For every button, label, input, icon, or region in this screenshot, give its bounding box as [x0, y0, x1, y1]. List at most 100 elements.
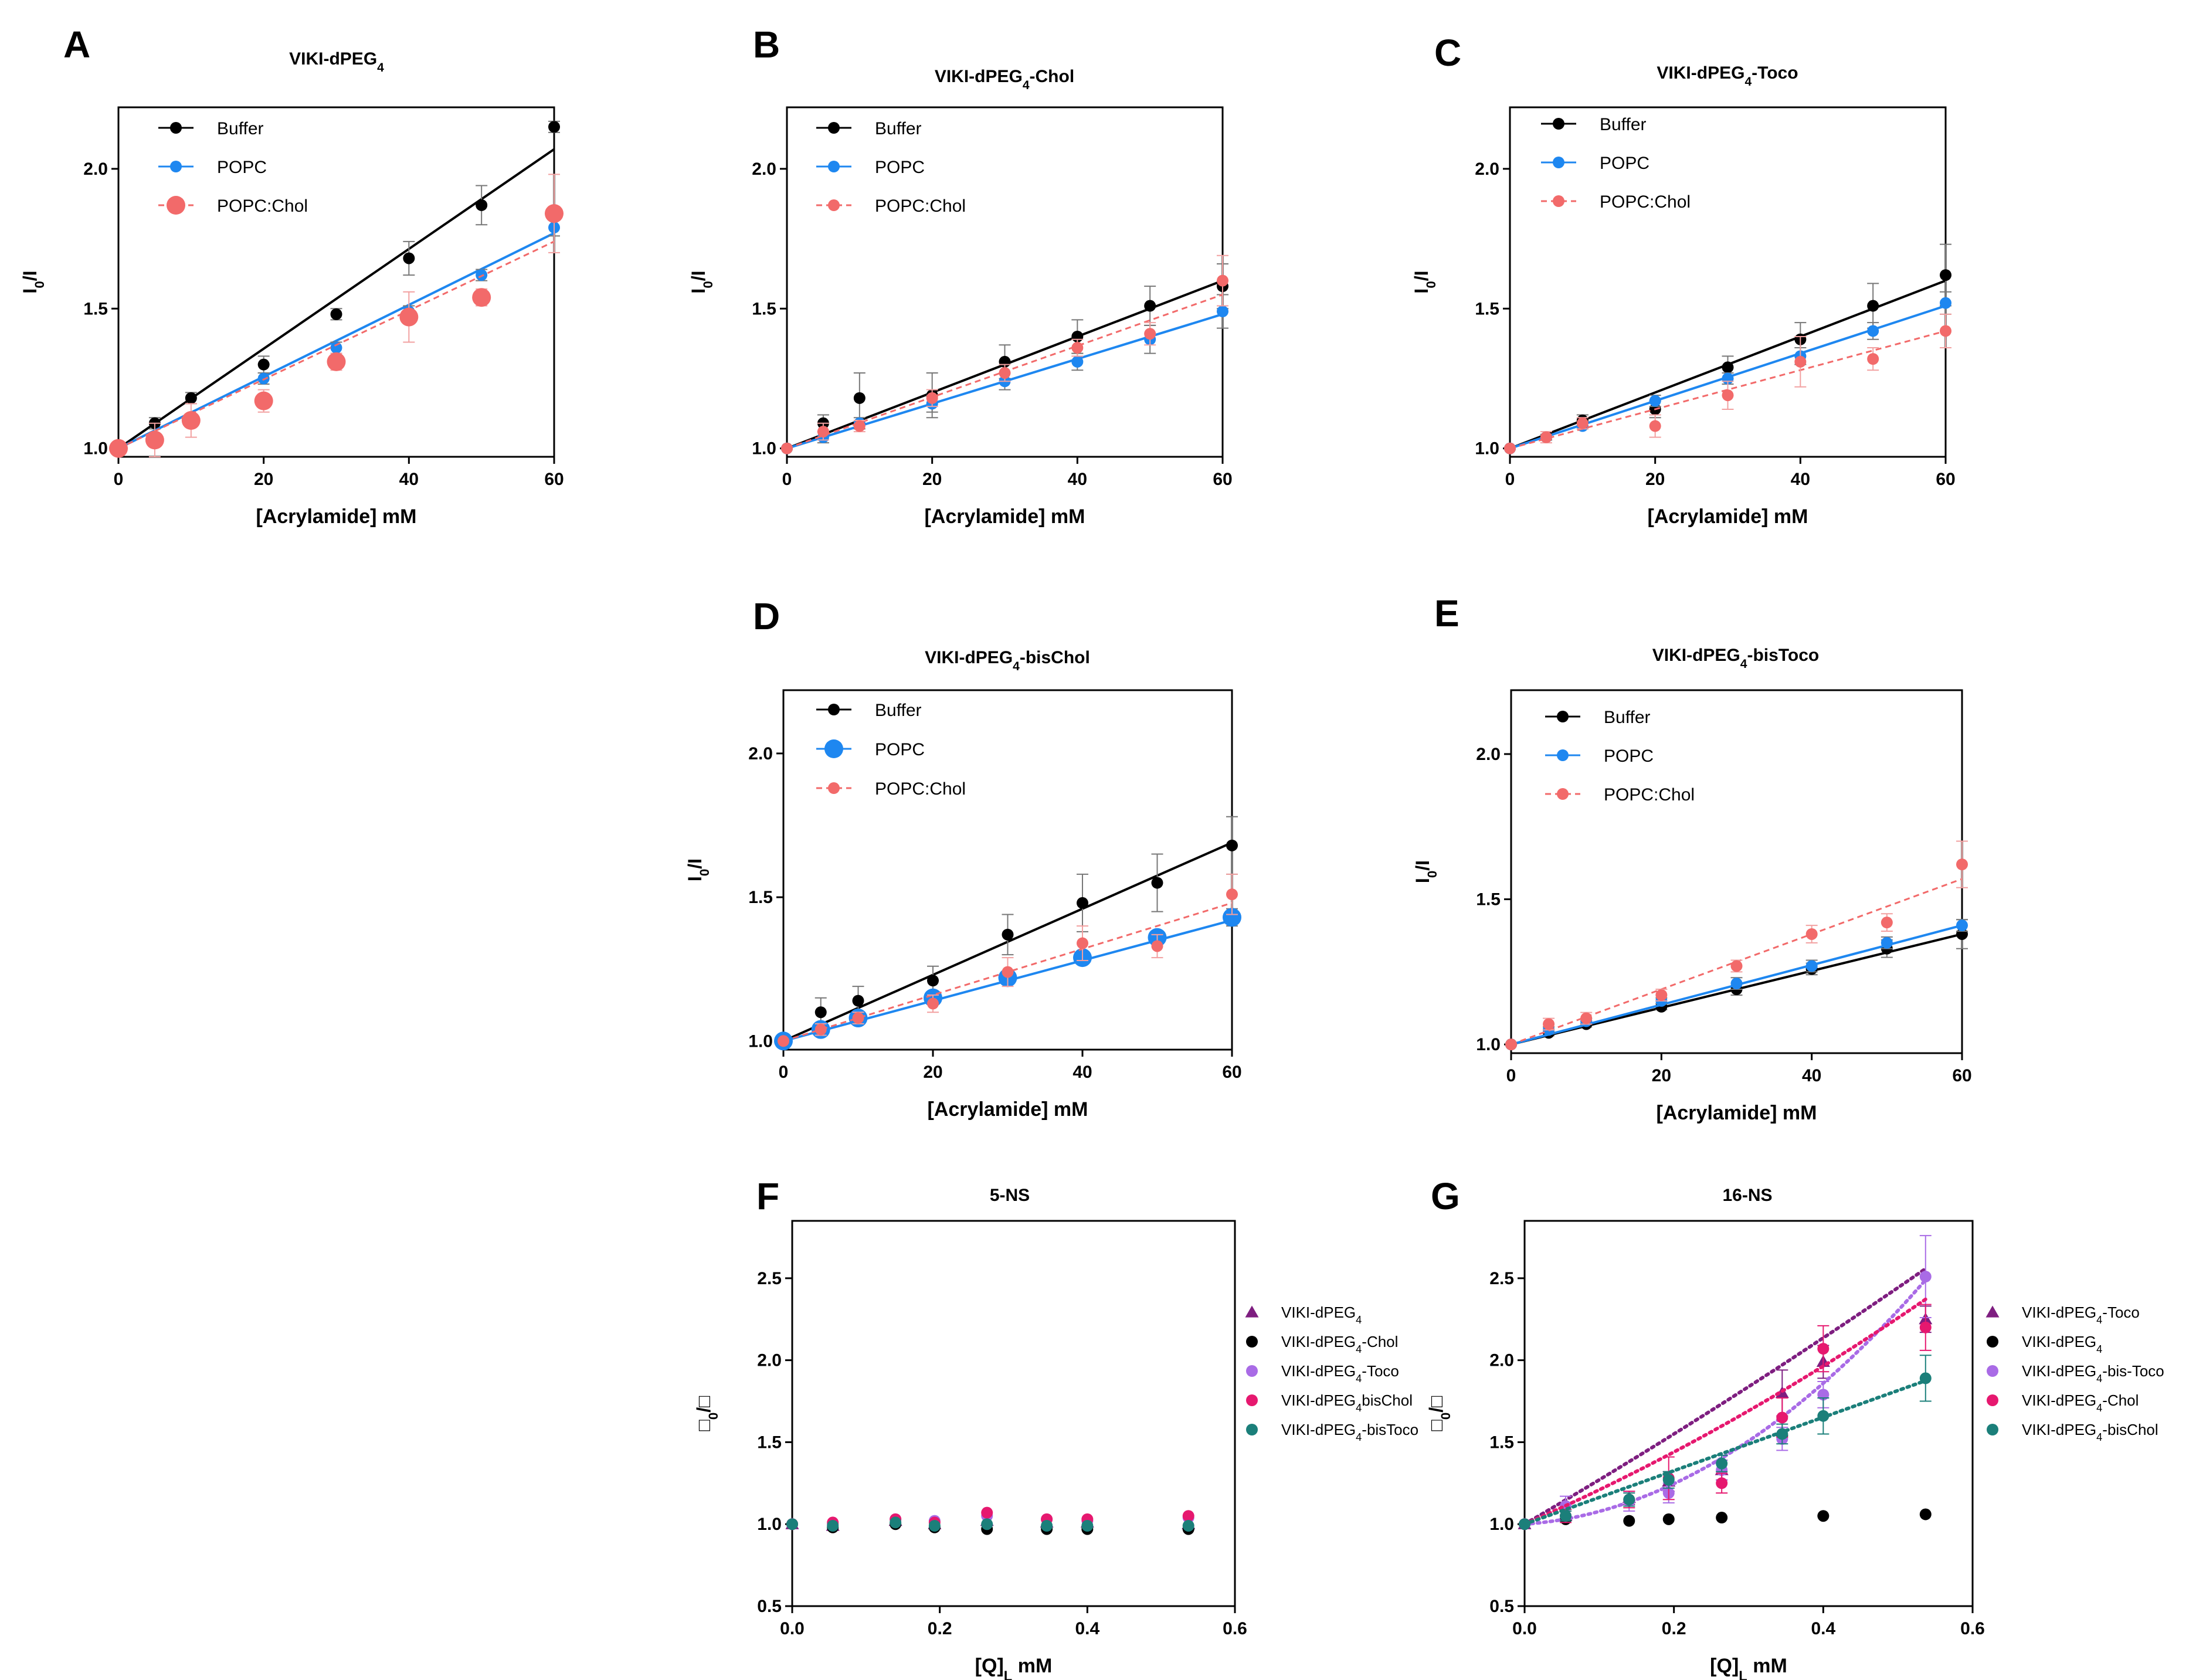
- legend-label-part-2: -bis-Toco: [2102, 1362, 2164, 1380]
- chart-title-sub: 4: [1023, 79, 1030, 92]
- data-point: [981, 1506, 993, 1519]
- x-axis-label-part-0: [Acrylamide] mM: [256, 505, 417, 528]
- fit-curve: [1523, 1278, 1927, 1526]
- data-point: [1730, 960, 1743, 972]
- legend-label-sub: 4: [2096, 1402, 2102, 1414]
- data-point: [1041, 1520, 1053, 1532]
- x-tick-label: 0.4: [1811, 1619, 1835, 1638]
- data-point: [1580, 1012, 1593, 1024]
- data-point: [1722, 361, 1734, 374]
- legend-marker: [1246, 1365, 1258, 1377]
- legend-label-part-0: VIKI-dPEG: [1281, 1421, 1356, 1438]
- legend-marker: [1557, 711, 1569, 722]
- data-point: [472, 288, 491, 307]
- legend-label-sub: 4: [2096, 1314, 2102, 1326]
- data-point: [1919, 1372, 1932, 1384]
- x-tick-label: 0: [782, 470, 792, 489]
- data-point: [1649, 420, 1661, 432]
- legend-label-part-0: POPC: [1604, 746, 1654, 766]
- y-axis-label: I0/I: [684, 858, 712, 881]
- plot-frame: [1523, 1220, 1974, 1607]
- x-axis-label-part-2: mM: [1012, 1655, 1052, 1677]
- y-tick-label: 1.0: [757, 1515, 782, 1534]
- data-point: [1730, 978, 1743, 990]
- fit-curve: [1523, 1297, 1927, 1526]
- chart-title-part-0: VIKI-dPEG: [935, 67, 1023, 86]
- data-point: [778, 1035, 789, 1047]
- data-point: [781, 442, 793, 454]
- legend-label-part-0: VIKI-dPEG: [2022, 1304, 2096, 1321]
- data-point: [1144, 300, 1156, 312]
- legend-label-part-0: Buffer: [875, 119, 922, 138]
- data-point: [1662, 1513, 1675, 1525]
- chart-title-part-2: -bisChol: [1020, 648, 1090, 667]
- x-axis-label-part-0: [Q]: [975, 1655, 1004, 1677]
- data-point: [545, 204, 564, 223]
- data-point: [1144, 328, 1156, 340]
- data-point: [1817, 1343, 1830, 1355]
- x-axis-label: [Acrylamide] mM: [925, 505, 1085, 528]
- series-popc-chol: [781, 254, 1228, 454]
- y-axis-label: I0/I: [19, 270, 47, 293]
- legend-label-part-0: Buffer: [1600, 115, 1647, 134]
- y-tick-label: 2.0: [752, 159, 776, 179]
- y-axis-label-sub: 0: [701, 281, 715, 288]
- legend-marker: [1553, 195, 1564, 207]
- legend-label: VIKI-dPEG4-bisToco: [1281, 1421, 1418, 1443]
- data-point: [999, 366, 1011, 379]
- y-axis-label-part-2: /□: [1425, 1396, 1447, 1413]
- legend-marker: [828, 122, 840, 134]
- data-point: [1716, 1477, 1728, 1489]
- legend-marker: [170, 122, 182, 134]
- y-axis-label-part-0: I: [19, 289, 40, 294]
- data-point: [1071, 355, 1084, 368]
- chart-title: 16-NS: [1722, 1186, 1772, 1205]
- data-point: [981, 1518, 993, 1530]
- data-point: [1956, 858, 1968, 871]
- y-axis-label-part-0: I: [1412, 878, 1433, 883]
- data-point: [1722, 389, 1734, 402]
- data-point: [1940, 269, 1951, 281]
- legend-label: POPC:Chol: [1600, 192, 1691, 212]
- legend-label-part-0: VIKI-dPEG: [2022, 1421, 2096, 1438]
- legend-label-part-0: VIKI-dPEG: [1281, 1391, 1356, 1409]
- data-point: [548, 121, 560, 133]
- x-tick-label: 20: [1652, 1066, 1671, 1085]
- panel-letter: E: [1434, 592, 1460, 634]
- data-point: [927, 975, 939, 987]
- legend-label-sub: 4: [2096, 1373, 2102, 1384]
- legend-marker: [1987, 1394, 1998, 1406]
- y-tick-label: 0.5: [757, 1597, 782, 1616]
- legend-label-part-0: Buffer: [1604, 708, 1651, 727]
- x-axis-label: [Acrylamide] mM: [256, 505, 417, 528]
- legend-label-part-0: POPC:Chol: [1604, 785, 1695, 805]
- data-point: [181, 411, 201, 430]
- legend-label: Buffer: [1600, 115, 1647, 134]
- plot-frame: [1510, 689, 1963, 1054]
- x-tick-label: 0: [779, 1063, 789, 1082]
- series-popc: [1505, 919, 1968, 1051]
- data-point: [827, 1520, 839, 1532]
- legend-marker: [1557, 749, 1569, 761]
- x-axis-label: [Q]L mM: [1710, 1655, 1787, 1680]
- x-axis-label-part-0: [Acrylamide] mM: [925, 505, 1085, 528]
- y-tick-label: 1.5: [752, 299, 776, 318]
- chart-title-part-2: -Toco: [1752, 63, 1798, 83]
- y-axis-label-sub: 0: [1438, 1413, 1453, 1420]
- x-tick-label: 60: [1952, 1066, 1971, 1085]
- data-point: [1794, 355, 1807, 368]
- x-tick-label: 0: [1506, 1066, 1516, 1085]
- legend-label-part-0: VIKI-dPEG: [2022, 1362, 2096, 1380]
- legend-label-part-2: -bisToco: [1362, 1421, 1418, 1438]
- data-point: [852, 995, 864, 1007]
- x-tick-label: 0: [1505, 470, 1515, 489]
- legend-marker: [1987, 1365, 1998, 1377]
- x-axis-label: [Acrylamide] mM: [1657, 1102, 1817, 1124]
- y-axis-label-part-0: □: [693, 1420, 714, 1431]
- x-tick-label: 20: [923, 1063, 942, 1082]
- x-axis-label-part-2: mM: [1747, 1655, 1787, 1677]
- x-tick-label: 0.2: [928, 1619, 952, 1638]
- y-tick-label: 2.5: [757, 1269, 782, 1288]
- data-point: [1077, 897, 1088, 909]
- x-tick-label: 0.2: [1662, 1619, 1686, 1638]
